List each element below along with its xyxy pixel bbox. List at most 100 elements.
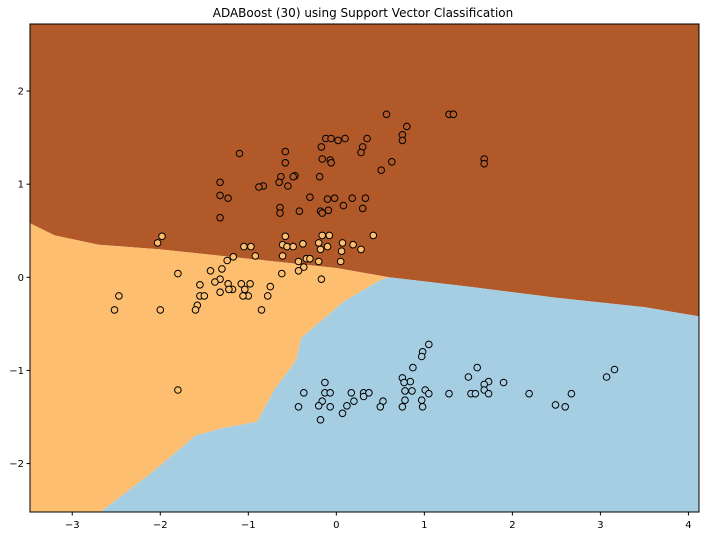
data-point xyxy=(408,387,416,395)
data-point xyxy=(318,209,327,217)
y-tick-label: −2 xyxy=(9,459,24,470)
data-point xyxy=(316,245,325,254)
data-point xyxy=(316,416,325,424)
data-point xyxy=(334,136,342,145)
data-point xyxy=(398,403,407,411)
data-point xyxy=(306,254,314,263)
data-point xyxy=(323,242,332,251)
data-point xyxy=(323,195,332,203)
data-point xyxy=(289,172,298,181)
data-point xyxy=(445,389,453,398)
data-point xyxy=(284,182,292,190)
data-point xyxy=(471,389,480,398)
data-point xyxy=(300,263,308,271)
data-point xyxy=(318,231,327,240)
data-point xyxy=(327,159,335,167)
data-point xyxy=(377,166,386,174)
data-point xyxy=(223,256,231,265)
data-point xyxy=(409,363,417,372)
data-point xyxy=(115,292,123,300)
data-point xyxy=(348,194,357,202)
y-axis: −2 −1 0 1 2 xyxy=(9,87,30,470)
data-point xyxy=(153,239,162,247)
data-point xyxy=(369,231,378,240)
data-point xyxy=(229,252,238,261)
data-point xyxy=(484,389,493,398)
data-point xyxy=(263,292,272,300)
data-point xyxy=(425,389,433,398)
data-point xyxy=(216,288,224,297)
data-point xyxy=(343,402,351,410)
data-point xyxy=(339,201,348,210)
data-point xyxy=(224,194,232,202)
data-point xyxy=(216,178,224,187)
x-tick-label: −2 xyxy=(153,520,168,531)
points-layer xyxy=(110,110,619,424)
data-point xyxy=(218,265,226,273)
data-point xyxy=(240,242,248,251)
data-point xyxy=(216,191,224,200)
data-point xyxy=(158,232,166,241)
data-point xyxy=(398,136,407,145)
x-tick-label: −3 xyxy=(65,520,80,531)
x-tick-label: 4 xyxy=(685,520,691,531)
data-point xyxy=(350,397,358,406)
data-point xyxy=(315,172,324,181)
x-axis: −3 −2 −1 0 1 2 3 4 xyxy=(65,512,692,531)
data-point xyxy=(251,252,260,260)
data-point xyxy=(266,282,275,291)
data-point xyxy=(388,158,396,166)
data-point xyxy=(338,239,347,247)
data-point xyxy=(289,242,298,251)
data-point xyxy=(196,281,204,289)
data-point xyxy=(247,242,255,251)
data-point xyxy=(357,245,365,254)
y-tick-label: 1 xyxy=(18,180,24,191)
data-point xyxy=(567,389,576,398)
data-point xyxy=(276,209,284,217)
data-point xyxy=(294,267,303,275)
data-point xyxy=(336,257,345,266)
data-point xyxy=(357,148,365,157)
data-point xyxy=(255,183,263,191)
data-point xyxy=(480,159,489,168)
data-point xyxy=(341,134,349,143)
data-point xyxy=(174,386,182,394)
data-point xyxy=(206,267,215,275)
data-point xyxy=(363,134,371,143)
data-point xyxy=(602,373,611,381)
x-tick-label: 2 xyxy=(509,520,515,531)
data-point xyxy=(294,257,303,266)
data-point xyxy=(358,204,367,213)
data-point xyxy=(551,401,560,409)
data-point xyxy=(314,402,323,410)
plot-area xyxy=(30,24,699,513)
data-point xyxy=(473,363,482,372)
data-point xyxy=(317,275,326,284)
data-point xyxy=(278,269,286,278)
data-point xyxy=(191,306,200,314)
data-point xyxy=(325,231,334,240)
data-point xyxy=(211,278,219,286)
data-point xyxy=(235,149,244,158)
data-point xyxy=(278,252,287,260)
plot-frame xyxy=(29,23,700,513)
data-point xyxy=(561,403,570,411)
data-point xyxy=(294,403,303,411)
data-point xyxy=(300,389,308,397)
data-point xyxy=(314,257,323,266)
data-point xyxy=(239,292,247,300)
data-point xyxy=(400,378,408,387)
data-point xyxy=(326,389,335,397)
data-point xyxy=(324,206,333,215)
data-point xyxy=(338,409,347,418)
data-point xyxy=(401,387,409,395)
data-point xyxy=(246,280,254,288)
y-tick-label: 0 xyxy=(18,273,24,284)
data-point xyxy=(610,365,619,374)
region-upper xyxy=(30,24,699,317)
data-point xyxy=(283,242,291,251)
data-point xyxy=(327,134,335,143)
data-point xyxy=(499,378,508,387)
